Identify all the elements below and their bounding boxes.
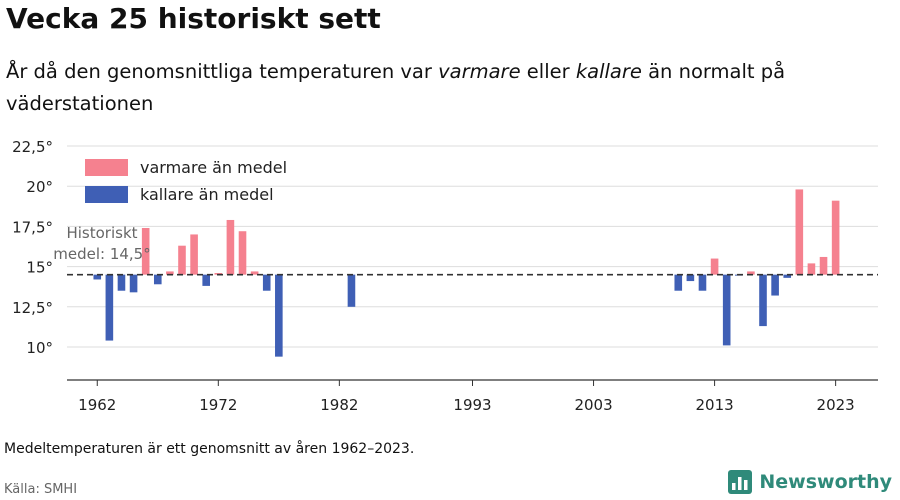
brand-name: Newsworthy [759,471,892,493]
bar-cold [686,274,695,282]
bar-cold [117,274,126,291]
subtitle-cold-word: kallare [575,60,642,83]
legend-label: kallare än medel [140,185,274,204]
bar-warm [190,234,198,275]
bar-cold [105,274,114,341]
bar-warm [226,219,235,275]
bar-cold [771,274,779,296]
subtitle-part-3: än normalt på väderstationen [6,60,786,115]
bar-chart-logo-icon [728,470,753,494]
page-title: Vecka 25 historiskt sett [6,2,381,35]
bar-cold [153,274,162,285]
bar-cold [759,274,767,327]
temperature-bar-chart: 10° 12,5° 15° 17,5° 20° 22,5° Historiskt medel:… [12,138,878,414]
bar-warm [238,231,247,275]
bar-warm [214,273,223,275]
x-tick-label: 1993 [453,396,491,414]
legend-swatch [85,186,128,203]
x-tick-label: 2023 [817,396,855,414]
bar-cold [347,274,356,307]
legend-label: varmare än medel [140,158,287,177]
source-label: Källa: SMHI [4,482,78,497]
bar-cold [275,274,283,357]
subtitle-part-1: År då den genomsnittliga temperaturen va… [6,60,439,83]
brand-logo: Newsworthy [728,470,892,494]
y-tick-label: 12,5° [12,299,53,317]
bar-warm [710,258,719,275]
y-tick-label: 20° [26,178,53,196]
bar-cold [262,274,271,291]
bar-warm [747,271,755,275]
bar-cold [698,274,707,291]
x-tick-label: 1982 [320,396,358,414]
x-tick-label: 2013 [695,396,733,414]
bar-warm [166,271,174,275]
x-tick-label: 1972 [199,396,237,414]
y-tick-label: 17,5° [12,218,53,236]
bar-cold [674,274,683,291]
bar-warm [795,189,804,275]
subtitle-warm-word: varmare [438,60,521,83]
footnote: Medeltemperaturen är ett genomsnitt av å… [4,441,415,457]
bar-warm [807,263,816,275]
x-tick-label: 2003 [574,396,612,414]
bar-warm [831,200,840,275]
y-tick-label: 10° [26,339,53,357]
bar-cold [202,274,211,286]
legend-swatch [85,159,128,176]
bar-warm [819,256,828,275]
bar-cold [93,274,102,280]
subtitle-part-2: eller [520,60,576,83]
y-tick-label: 22,5° [12,138,53,156]
bar-cold [722,274,731,346]
page-subtitle: År då den genomsnittliga temperaturen va… [6,56,866,120]
bar-cold [783,274,792,278]
bar-warm [141,228,150,275]
bar-cold [129,274,138,293]
x-tick-label: 1962 [78,396,116,414]
baseline-label-line-1: Historiskt [66,224,137,242]
bar-warm [178,245,186,275]
baseline-label-line-2: medel: 14,5° [53,245,150,263]
y-tick-label: 15° [26,259,53,277]
bar-warm [250,271,259,275]
